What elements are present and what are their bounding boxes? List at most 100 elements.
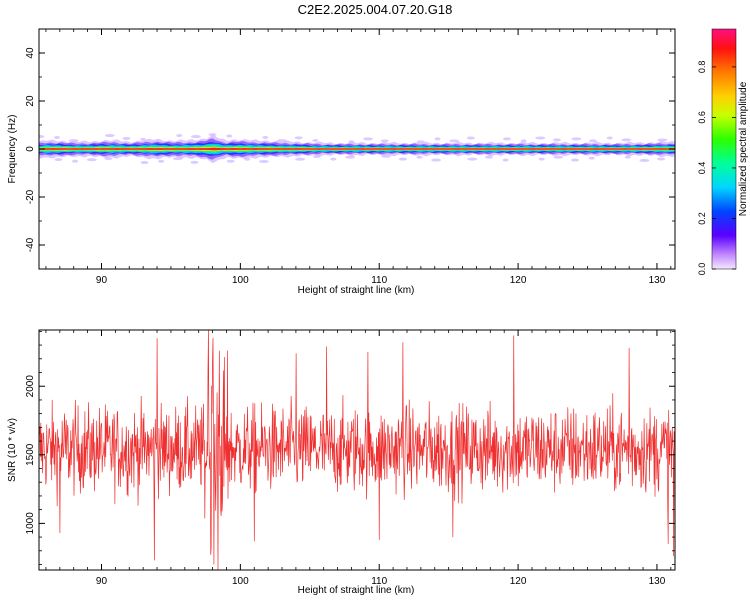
x-tick-label: 130 — [649, 576, 666, 587]
spectrogram-speckle — [416, 155, 423, 159]
spectrogram-speckle — [348, 140, 355, 144]
spectrogram-speckle — [449, 139, 460, 143]
spectrogram-speckle — [416, 140, 425, 144]
spectrogram-speckle — [484, 155, 493, 159]
y-tick-label: 20 — [25, 95, 36, 107]
spectrogram-speckle — [398, 157, 407, 161]
spectrogram-speckle — [172, 157, 183, 161]
snr-xlabel: Height of straight line (km) — [298, 585, 415, 596]
colorbar-ticks: 0.0 0.2 0.4 0.6 0.8 — [697, 61, 736, 276]
colorbar-label: Normalized spectral amplitude — [738, 81, 749, 216]
spectrogram-speckle — [466, 136, 475, 140]
spectrogram-speckle — [330, 157, 337, 161]
spectrogram-speckle — [226, 134, 233, 138]
y-tick-label: -20 — [25, 189, 36, 204]
spectrogram-speckle — [552, 138, 561, 142]
spectrogram-panel: 90 100 110 120 130 -40 -20 0 20 40 Height of stra… — [7, 28, 676, 296]
spectrogram-speckle — [312, 138, 319, 142]
spectrogram-speckle — [381, 154, 392, 158]
spectrogram-speckle — [39, 155, 42, 159]
spectrogram-speckle — [657, 157, 666, 161]
spectrogram-speckle — [380, 139, 389, 143]
colorbar-tick-label: 0.2 — [697, 212, 707, 225]
spectrogram-speckle — [588, 156, 595, 160]
x-tick-label: 100 — [232, 275, 249, 286]
snr-series-line — [39, 330, 675, 570]
colorbar-tick-label: 0.6 — [697, 111, 707, 124]
spectrogram-speckle — [467, 157, 478, 161]
y-tick-label: 40 — [25, 47, 36, 59]
spectrogram-speckle — [624, 155, 631, 159]
spectrogram-speckle — [190, 160, 199, 164]
colorbar-tick-label: 0.0 — [697, 263, 707, 276]
spectrogram-speckle — [294, 136, 303, 140]
spectrogram-speckle — [208, 133, 217, 137]
colorbar: 0.0 0.2 0.4 0.6 0.8 Normalized spectral ampl… — [697, 28, 749, 276]
spectrogram-xlabel: Height of straight line (km) — [298, 285, 415, 296]
y-tick-label: -40 — [25, 237, 36, 252]
spectrogram-speckle — [122, 136, 131, 140]
spectrogram-axes: 90 100 110 120 130 -40 -20 0 20 40 — [25, 28, 675, 286]
x-tick-label: 90 — [96, 275, 108, 286]
snr-axes: 90 100 110 120 130 1000 1500 2000 — [25, 330, 675, 587]
x-tick-label: 90 — [96, 576, 108, 587]
spectrogram-speckle — [535, 136, 546, 140]
x-tick-label: 110 — [371, 275, 387, 286]
x-tick-label: 120 — [510, 275, 527, 286]
colorbar-tick-label: 0.4 — [697, 162, 707, 175]
spectrogram-speckle — [312, 155, 321, 158]
spectrogram-speckle — [176, 134, 183, 138]
spectrogram-speckle — [431, 158, 442, 162]
spectrogram-speckle — [295, 157, 306, 161]
snr-ylabel: SNR (10 * v/v) — [7, 418, 18, 482]
colorbar-gradient — [711, 28, 737, 270]
spectrogram-speckle — [363, 137, 374, 141]
spectrogram-speckle — [538, 157, 545, 161]
x-tick-label: 120 — [510, 576, 527, 587]
x-tick-label: 110 — [371, 576, 387, 587]
snr-panel: 90 100 110 120 130 1000 1500 2000 Height of str… — [7, 329, 676, 596]
spectrogram-speckle — [244, 157, 251, 161]
x-tick-label: 130 — [649, 275, 666, 286]
spectrogram-speckle — [54, 158, 63, 162]
spectrogram-speckle — [104, 134, 115, 138]
figure-title: C2E2.2025.004.07.20.G18 — [297, 2, 453, 17]
spectrogram-speckle — [345, 155, 356, 159]
spectrogram-speckle — [520, 139, 527, 143]
spectrogram-speckle — [639, 158, 650, 162]
y-tick-label: 2000 — [25, 375, 36, 398]
spectrogram-speckle — [258, 159, 269, 163]
spectrogram-speckle — [72, 159, 79, 163]
spectrogram-speckle — [262, 135, 269, 139]
colorbar-tick-label: 0.8 — [697, 61, 707, 74]
snr-frame — [38, 329, 676, 571]
spectrogram-speckle — [621, 138, 632, 142]
spectrogram-speckle — [434, 137, 441, 141]
spectrogram-speckle — [553, 155, 564, 159]
spectrogram-speckle — [140, 137, 147, 141]
spectrogram-speckle — [502, 137, 511, 141]
x-tick-label: 100 — [232, 576, 249, 587]
spectrogram-speckle — [86, 158, 97, 162]
spectrogram-speckle — [104, 157, 113, 161]
spectrogram-speckle — [54, 135, 61, 139]
spectrogram-speckle — [277, 139, 288, 143]
y-tick-label: 0 — [25, 146, 36, 152]
spectrogram-band — [39, 133, 675, 165]
spectrogram-speckle — [158, 159, 165, 163]
spectrogram-speckle — [657, 138, 668, 142]
y-tick-label: 1500 — [25, 443, 36, 466]
spectrogram-speckle — [226, 159, 235, 163]
spectrogram-speckle — [39, 135, 45, 139]
spectrogram-speckle — [589, 139, 598, 143]
y-tick-label: 1000 — [25, 512, 36, 535]
spectrogram-speckle — [190, 135, 201, 139]
spectrogram-speckle — [571, 158, 580, 162]
spectrogram-speckle — [68, 139, 79, 143]
spectrogram-ylabel: Frequency (Hz) — [7, 115, 18, 184]
spectrogram-speckle — [606, 136, 613, 140]
spectrogram-speckle — [140, 161, 149, 165]
spectrogram-speckle — [502, 158, 509, 162]
